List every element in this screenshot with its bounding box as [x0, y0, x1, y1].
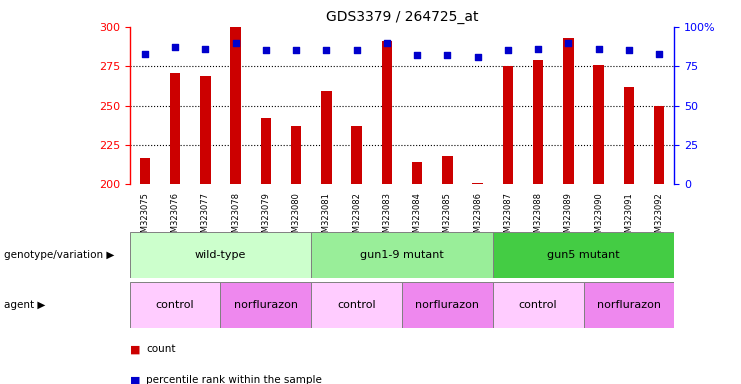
Bar	[290, 126, 302, 184]
Bar	[130, 282, 221, 328]
Text: control: control	[337, 300, 376, 310]
Bar	[624, 87, 634, 184]
Bar	[533, 60, 543, 184]
Bar	[311, 282, 402, 328]
Text: gun5 mutant: gun5 mutant	[547, 250, 620, 260]
Text: gun1-9 mutant: gun1-9 mutant	[360, 250, 444, 260]
Point	[442, 52, 453, 58]
Point	[654, 51, 665, 57]
Bar	[412, 162, 422, 184]
Bar	[351, 126, 362, 184]
Point	[562, 40, 574, 46]
Point	[532, 46, 544, 52]
Bar	[493, 232, 674, 278]
Point	[320, 47, 332, 53]
Title: GDS3379 / 264725_at: GDS3379 / 264725_at	[326, 10, 478, 25]
Bar	[442, 156, 453, 184]
Bar	[382, 41, 392, 184]
Bar	[311, 232, 493, 278]
Text: norflurazon: norflurazon	[234, 300, 298, 310]
Point	[350, 47, 362, 53]
Point	[199, 46, 211, 52]
Text: norflurazon: norflurazon	[597, 300, 661, 310]
Text: genotype/variation ▶: genotype/variation ▶	[4, 250, 114, 260]
Bar	[654, 106, 665, 184]
Bar	[139, 157, 150, 184]
Bar	[493, 282, 584, 328]
Text: ■: ■	[130, 344, 140, 354]
Bar	[200, 76, 210, 184]
Text: wild-type: wild-type	[195, 250, 246, 260]
Bar	[170, 73, 180, 184]
Point	[260, 47, 272, 53]
Text: agent ▶: agent ▶	[4, 300, 45, 310]
Bar	[221, 282, 311, 328]
Point	[502, 47, 514, 53]
Point	[623, 47, 635, 53]
Bar	[230, 27, 241, 184]
Text: ■: ■	[130, 375, 140, 384]
Text: norflurazon: norflurazon	[416, 300, 479, 310]
Bar	[502, 66, 514, 184]
Point	[290, 47, 302, 53]
Point	[169, 44, 181, 50]
Point	[411, 52, 423, 58]
Text: control: control	[156, 300, 194, 310]
Bar	[321, 91, 332, 184]
Point	[381, 40, 393, 46]
Text: control: control	[519, 300, 557, 310]
Point	[230, 40, 242, 46]
Point	[593, 46, 605, 52]
Bar	[594, 65, 604, 184]
Text: percentile rank within the sample: percentile rank within the sample	[146, 375, 322, 384]
Bar	[261, 118, 271, 184]
Point	[139, 51, 150, 57]
Bar	[584, 282, 674, 328]
Bar	[402, 282, 493, 328]
Point	[472, 54, 484, 60]
Text: count: count	[146, 344, 176, 354]
Bar	[472, 183, 483, 184]
Bar	[563, 38, 574, 184]
Bar	[130, 232, 311, 278]
